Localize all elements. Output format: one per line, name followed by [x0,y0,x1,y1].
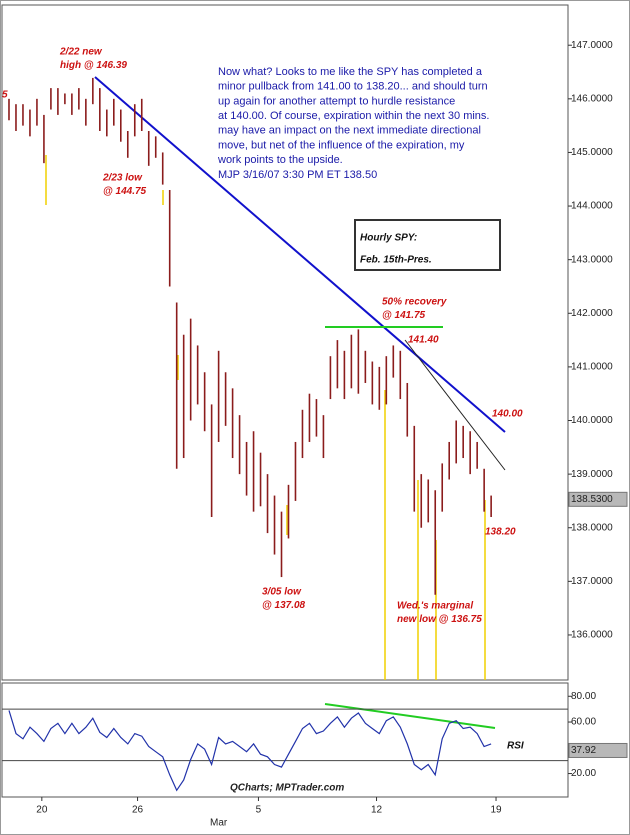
annotation: 140.00 [492,409,523,420]
x-tick-label: 20 [36,805,48,816]
x-tick-label: 26 [132,805,144,816]
y-tick-label: 136.0000 [571,630,613,641]
divergence-line [324,703,496,729]
commentary-line: work points to the upside. [217,154,343,166]
last-value-box [568,491,628,507]
annotation: 138.20 [485,527,516,538]
y-tick-label: 138.0000 [571,522,613,533]
y-tick-label: 144.0000 [571,201,613,212]
last-value-box [568,742,628,758]
x-tick-label: 19 [490,805,502,816]
y-tick-label: 143.0000 [571,254,613,265]
x-tick-label: 5 [256,805,262,816]
y-tick-label: 20.00 [571,768,596,779]
last-value-label: 37.92 [571,745,596,756]
price-panel [1,4,569,681]
y-tick-label: 139.0000 [571,469,613,480]
y-tick-label: 142.0000 [571,308,613,319]
annotation: 50% recovery [382,297,447,308]
y-tick-label: 60.00 [571,717,596,728]
annotation: 141.40 [408,335,439,346]
commentary-line: MJP 3/16/07 3:30 PM ET 138.50 [218,169,377,181]
layer: 147.0000 146.0000 145.0000 144.0000 143.0000… [2,40,628,829]
annotation: high @ 146.39 [60,60,127,71]
title-box [354,219,501,271]
chart-title: Feb. 15th-Pres. [360,255,432,266]
y-tick-label: 145.0000 [571,147,613,158]
annotation: @ 144.75 [103,186,147,197]
commentary-line: move, but net of the influence of the ex… [218,139,465,151]
annotation: @ 141.75 [382,310,426,321]
y-tick-label: 141.0000 [571,362,613,373]
commentary-line: may have an impact on the next immediate… [218,125,481,137]
annotation: 2/22 new [59,47,103,58]
month-label: Mar [210,818,228,829]
trend-line [404,339,506,471]
trend-line [94,76,506,433]
annotation: 3/05 low [262,587,302,598]
x-tick-label: 12 [371,805,383,816]
rsi-label: RSI [507,741,524,752]
source: QCharts; MPTrader.com [230,783,344,794]
y-tick-label: 140.0000 [571,415,613,426]
commentary-line: minor pullback from 141.00 to 138.20... … [218,81,488,93]
rsi-line [8,710,492,792]
annotation: 2/23 low [102,173,143,184]
rsi-panel [1,682,569,798]
commentary-line: Now what? Looks to me like the SPY has c… [218,66,483,78]
annotation: 5 [2,90,8,101]
annotation: @ 137.08 [262,600,306,611]
y-tick-label: 147.0000 [571,40,613,51]
chart-title: Hourly SPY: [360,233,417,244]
commentary-line: at 140.00. Of course, expiration within … [218,110,489,122]
annotation: Wed.'s marginal [397,601,473,612]
y-tick-label: 146.0000 [571,93,613,104]
y-tick-label: 137.0000 [571,576,613,587]
commentary-line: up again for another attempt to hurdle r… [218,95,455,107]
last-value-label: 138.5300 [571,494,613,505]
annotation: new low @ 136.75 [397,614,482,625]
y-tick-label: 80.00 [571,691,596,702]
